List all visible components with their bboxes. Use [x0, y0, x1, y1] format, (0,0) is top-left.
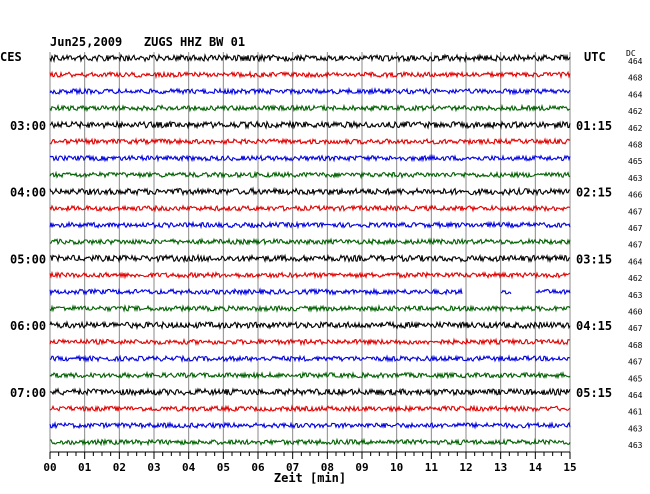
- trace-row-3: [49, 103, 571, 113]
- right-time-label-04:15: 04:15: [576, 319, 612, 333]
- trace-row-21: [49, 404, 571, 413]
- trace-row-7: [49, 170, 571, 180]
- dc-value-row-7: 463: [628, 174, 643, 183]
- x-axis-label: Zeit [min]: [274, 471, 346, 485]
- dc-value-row-14: 463: [628, 291, 643, 300]
- dc-value-row-6: 465: [628, 157, 643, 166]
- dc-value-row-2: 464: [628, 90, 643, 99]
- time-labels: 464 468 464 462 462 468 465 463 466 467 467 467 464 4…: [10, 57, 643, 450]
- dc-value-row-15: 460: [628, 308, 643, 317]
- dc-value-row-17: 468: [628, 341, 643, 350]
- dc-value-row-19: 465: [628, 374, 643, 383]
- trace-row-18: [49, 354, 571, 364]
- seismic-traces: [49, 53, 571, 447]
- right-time-label-02:15: 02:15: [576, 186, 612, 200]
- right-time-label-05:15: 05:15: [576, 386, 612, 400]
- right-time-label-03:15: 03:15: [576, 252, 612, 266]
- trace-row-4: [49, 119, 571, 130]
- dc-value-row-1: 468: [628, 74, 643, 83]
- left-time-label-06:00: 06:00: [10, 319, 46, 333]
- minute-gridlines: [49, 52, 571, 452]
- dc-column-label: DC: [626, 49, 636, 58]
- trace-row-1: [49, 70, 571, 80]
- x-tick-label-02: 02: [113, 461, 126, 474]
- trace-row-23: [50, 437, 571, 447]
- x-tick-label-07: 07: [286, 461, 299, 474]
- dc-value-row-3: 462: [628, 107, 643, 116]
- trace-row-8: [49, 186, 570, 197]
- dc-value-row-16: 467: [628, 324, 643, 333]
- dc-value-row-13: 462: [628, 274, 643, 283]
- x-tick-label-05: 05: [217, 461, 230, 474]
- right-time-label-01:15: 01:15: [576, 119, 612, 133]
- x-tick-label-12: 12: [459, 461, 472, 474]
- chart-header-title: Jun25,2009 ZUGS HHZ BW 01: [50, 35, 245, 49]
- dc-value-row-21: 461: [628, 408, 643, 417]
- x-tick-label-13: 13: [494, 461, 507, 474]
- x-tick-label-09: 09: [355, 461, 368, 474]
- left-time-label-03:00: 03:00: [10, 119, 46, 133]
- x-axis: 00 01 02 03 04 05 06 07 08 09 10 11 12 13 14 15: [43, 451, 577, 474]
- trace-row-15: [49, 303, 571, 313]
- x-tick-label-06: 06: [251, 461, 265, 474]
- trace-row-10: [49, 220, 571, 230]
- dc-value-row-12: 464: [628, 257, 643, 266]
- dc-value-row-22: 463: [628, 424, 643, 433]
- x-tick-label-00: 00: [43, 461, 56, 474]
- trace-row-16: [49, 320, 571, 331]
- trace-row-11: [49, 237, 571, 247]
- x-tick-label-10: 10: [390, 461, 403, 474]
- dc-value-row-0: 464: [628, 57, 643, 66]
- trace-row-9: [49, 204, 571, 213]
- dc-value-row-11: 467: [628, 241, 643, 250]
- dc-value-row-10: 467: [628, 224, 643, 233]
- dc-value-row-4: 462: [628, 124, 643, 133]
- x-tick-label-11: 11: [425, 461, 439, 474]
- trace-row-19: [49, 370, 571, 380]
- dc-value-row-23: 463: [628, 441, 643, 450]
- trace-row-6: [49, 153, 571, 163]
- dc-value-row-5: 468: [628, 141, 643, 150]
- x-tick-label-14: 14: [529, 461, 543, 474]
- left-timezone-label: CES: [0, 50, 22, 64]
- trace-row-0: [49, 53, 571, 64]
- x-tick-label-08: 08: [321, 461, 334, 474]
- dc-value-row-8: 466: [628, 191, 643, 200]
- x-tick-label-04: 04: [182, 461, 196, 474]
- left-time-label-05:00: 05:00: [10, 252, 46, 266]
- x-tick-label-15: 15: [563, 461, 576, 474]
- trace-row-17: [49, 337, 571, 347]
- right-timezone-label: UTC: [584, 50, 606, 64]
- trace-row-13: [49, 270, 571, 280]
- trace-row-12: [49, 253, 571, 264]
- dc-value-row-9: 467: [628, 207, 643, 216]
- dc-value-row-20: 464: [628, 391, 643, 400]
- trace-row-5: [49, 137, 571, 146]
- trace-row-2: [49, 86, 571, 96]
- left-time-label-04:00: 04:00: [10, 186, 46, 200]
- trace-row-22: [49, 421, 571, 430]
- x-tick-label-01: 01: [78, 461, 92, 474]
- trace-row-20: [49, 387, 571, 398]
- x-tick-label-03: 03: [147, 461, 160, 474]
- dc-value-row-18: 467: [628, 358, 643, 367]
- left-time-label-07:00: 07:00: [10, 386, 46, 400]
- trace-row-14: [49, 287, 571, 297]
